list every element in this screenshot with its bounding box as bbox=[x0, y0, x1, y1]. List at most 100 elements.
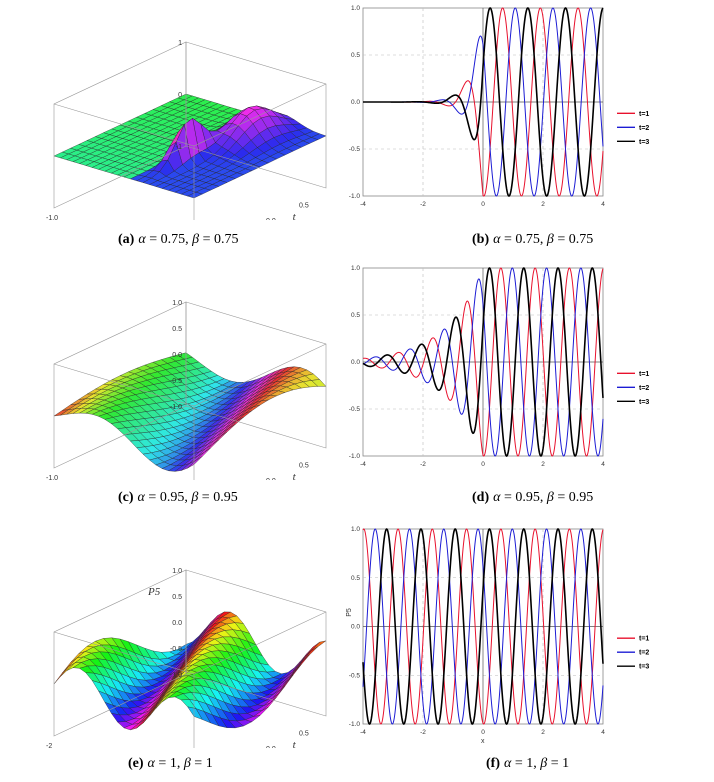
caption-tag: (a) bbox=[118, 232, 135, 247]
series-line-2 bbox=[362, 267, 604, 457]
z-tick-label: -0.5 bbox=[170, 378, 182, 385]
z-tick-label: 0.5 bbox=[172, 594, 182, 601]
line-plot-f: -4 -2 0 2 4 1.0 0.5 0.0 -0.5 -1.0 x P5 t=1 t=2 t=3 bbox=[346, 526, 649, 745]
x-tick-label: -1.0 bbox=[46, 215, 58, 220]
beta-value: 0.95 bbox=[568, 490, 594, 505]
legend-label: t=3 bbox=[639, 139, 649, 146]
caption-tag: (c) bbox=[118, 490, 134, 505]
surface-patch bbox=[187, 456, 203, 469]
legend-label: t=1 bbox=[639, 636, 649, 643]
z-tick-label: 1.0 bbox=[172, 568, 182, 575]
x-tick-label: 2 bbox=[541, 461, 545, 468]
plot-area bbox=[362, 7, 604, 197]
x-axis-label: x bbox=[481, 738, 485, 745]
t-axis-label: t bbox=[293, 471, 297, 480]
x-tick-label: -2 bbox=[420, 201, 426, 208]
alpha-value: 0.75 bbox=[160, 232, 186, 247]
series-line-1 bbox=[362, 528, 604, 725]
caption-a: (a) α = 0.75, β = 0.75 bbox=[118, 232, 239, 247]
x-tick-label: -2 bbox=[46, 743, 52, 748]
t-tick-label: 0.0 bbox=[266, 478, 276, 480]
z-axis-label: P5 bbox=[147, 586, 161, 598]
alpha-value: 1 bbox=[526, 756, 534, 771]
legend-label: t=3 bbox=[639, 664, 649, 671]
t-tick-label: 0.5 bbox=[299, 731, 309, 738]
legend-label: t=1 bbox=[639, 371, 649, 378]
y-tick-label: 0.5 bbox=[351, 52, 360, 59]
z-tick-label: -1.0 bbox=[170, 404, 182, 411]
legend-label: t=2 bbox=[639, 125, 649, 132]
y-tick-label: 0.0 bbox=[351, 99, 360, 106]
caption-f: (f) α = 1, β = 1 bbox=[486, 756, 570, 771]
line-plot-d: -4 -2 0 2 4 1.0 0.5 0.0 -0.5 -1.0 t=1 t=2 t=3 bbox=[349, 265, 650, 468]
z-tick-label: -1.0 bbox=[170, 672, 182, 679]
beta-value: 1 bbox=[205, 756, 213, 771]
x-tick-label: -2 bbox=[420, 461, 426, 468]
caption-tag: (d) bbox=[472, 490, 490, 505]
x-tick-label: 2 bbox=[541, 729, 545, 736]
y-tick-label: 1.0 bbox=[351, 526, 360, 533]
y-tick-label: -0.5 bbox=[349, 146, 361, 153]
x-tick-label: -1.0 bbox=[46, 475, 58, 480]
legend-label: t=1 bbox=[639, 111, 649, 118]
surface-box bbox=[53, 301, 327, 480]
z-tick-label: 0.0 bbox=[172, 352, 182, 359]
series-line-2 bbox=[362, 528, 604, 725]
x-tick-label: -2 bbox=[420, 729, 426, 736]
y-tick-label: 0.5 bbox=[351, 312, 360, 319]
z-tick-label: -1 bbox=[176, 144, 182, 151]
surface-patch bbox=[187, 706, 203, 720]
alpha-value: 0.75 bbox=[515, 232, 540, 247]
x-tick-label: 0 bbox=[481, 729, 485, 736]
series-line-3 bbox=[363, 7, 604, 197]
z-tick-label: -0.5 bbox=[170, 646, 182, 653]
surface-plot-c: -1.0-0.50.00.51.01.00.50.0-0.5-1.01.00.5… bbox=[46, 300, 327, 480]
z-tick-label: 1.0 bbox=[172, 300, 182, 307]
surface-box bbox=[53, 569, 327, 748]
y-tick-label: -1.0 bbox=[349, 721, 361, 728]
alpha-value: 1 bbox=[169, 756, 177, 771]
y-tick-label: -0.5 bbox=[349, 406, 361, 413]
surface-plot-e: -2-10121.00.50.0-0.5-1.01.00.50.0-0.5-1.… bbox=[46, 568, 327, 748]
x-tick-label: 4 bbox=[601, 201, 605, 208]
x-tick-label: -4 bbox=[360, 461, 366, 468]
box-side-face bbox=[53, 301, 187, 469]
x-tick-label: 4 bbox=[601, 729, 605, 736]
series-line-1 bbox=[362, 267, 604, 457]
series-line-3 bbox=[362, 267, 604, 457]
z-tick-label: 0.0 bbox=[172, 620, 182, 627]
y-tick-label: 0.0 bbox=[351, 359, 360, 366]
caption-tag: (b) bbox=[472, 232, 490, 247]
y-tick-label: -1.0 bbox=[349, 193, 361, 200]
beta-value: 0.75 bbox=[213, 232, 239, 247]
caption-tag: (e) bbox=[128, 756, 144, 771]
alpha-value: 0.95 bbox=[515, 490, 540, 505]
z-tick-label: 0.5 bbox=[172, 326, 182, 333]
x-tick-label: -4 bbox=[360, 729, 366, 736]
surface-mesh bbox=[53, 611, 327, 731]
caption-b: (b) α = 0.75, β = 0.75 bbox=[472, 232, 594, 247]
surface-mesh bbox=[53, 352, 327, 472]
y-tick-label: 1.0 bbox=[351, 5, 360, 12]
t-tick-label: 0.5 bbox=[299, 463, 309, 470]
t-tick-label: 0.0 bbox=[266, 218, 276, 220]
z-tick-label: 1 bbox=[178, 40, 182, 47]
plot-area bbox=[362, 267, 604, 457]
surface-plot-a: -1.0-0.50.00.51.01.00.50.0-0.5-1.010-1xt bbox=[46, 40, 327, 220]
caption-d: (d) α = 0.95, β = 0.95 bbox=[472, 490, 594, 505]
box-side-face bbox=[53, 569, 187, 737]
y-tick-label: 0.5 bbox=[351, 575, 360, 582]
y-tick-label: -0.5 bbox=[349, 672, 361, 679]
beta-value: 1 bbox=[562, 756, 570, 771]
x-tick-label: 0 bbox=[481, 201, 485, 208]
line-plot-b: -4 -2 0 2 4 1.0 0.5 0.0 -0.5 -1.0 t=1 t=2 t=3 bbox=[349, 5, 650, 208]
t-tick-label: 0.5 bbox=[299, 203, 309, 210]
legend-label: t=2 bbox=[639, 385, 649, 392]
t-axis-label: t bbox=[293, 211, 297, 220]
caption-e: (e) α = 1, β = 1 bbox=[128, 756, 213, 771]
alpha-value: 0.95 bbox=[159, 490, 185, 505]
x-tick-label: 2 bbox=[541, 201, 545, 208]
surface-box bbox=[53, 41, 327, 220]
box-side-face bbox=[53, 41, 187, 209]
z-tick-label: 0 bbox=[178, 92, 182, 99]
